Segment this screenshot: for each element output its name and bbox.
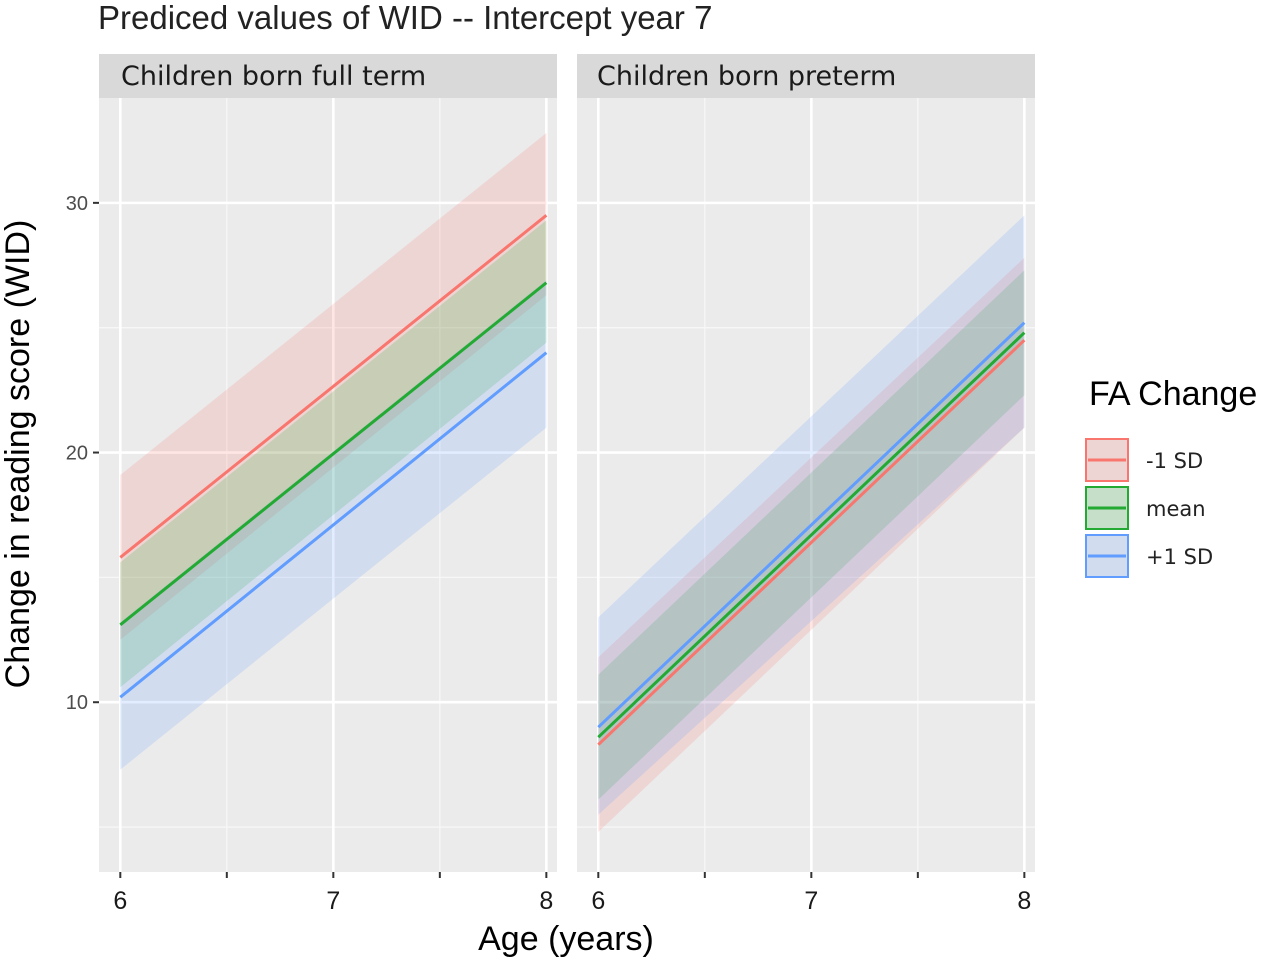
x-tick-label: 7 bbox=[804, 887, 818, 915]
y-axis: 10 20 30 bbox=[66, 193, 99, 714]
x-axes: 6 7 8 6 7 8 bbox=[113, 872, 1031, 915]
legend-label-1sd: -1 SD bbox=[1146, 449, 1203, 473]
line-1sd bbox=[597, 321, 1026, 729]
line-1sd bbox=[119, 214, 548, 559]
y-tick-label: 10 bbox=[66, 692, 88, 714]
x-tick-label: 6 bbox=[591, 887, 605, 915]
strip-label: Children born full term bbox=[121, 61, 426, 92]
line-1sd bbox=[119, 351, 548, 699]
strip-background bbox=[99, 54, 557, 98]
x-tick-label: 6 bbox=[113, 887, 127, 915]
plot-background bbox=[99, 98, 557, 872]
x-tick-label: 8 bbox=[539, 887, 553, 915]
strip-label: Children born preterm bbox=[597, 61, 896, 92]
legend: FA Change -1 SD mean +1 SD bbox=[1085, 375, 1257, 578]
plot-background bbox=[577, 98, 1035, 872]
x-tick-label: 7 bbox=[326, 887, 340, 915]
ribbon-1sd bbox=[598, 215, 1025, 815]
line-mean bbox=[597, 331, 1026, 739]
chart-title: Prediced values of WID -- Intercept year… bbox=[98, 0, 712, 36]
line-1sd bbox=[597, 339, 1026, 746]
legend-label-1sd: +1 SD bbox=[1146, 545, 1213, 569]
legend-title: FA Change bbox=[1089, 375, 1257, 413]
y-tick-label: 20 bbox=[66, 443, 88, 465]
x-axis-title: Age (years) bbox=[478, 920, 654, 958]
ribbon-1sd bbox=[598, 257, 1025, 833]
x-tick-label: 8 bbox=[1017, 887, 1031, 915]
y-axis-title: Change in reading score (WID) bbox=[0, 220, 37, 689]
line-mean bbox=[119, 281, 548, 626]
panel-preterm: Children born preterm bbox=[577, 54, 1035, 872]
panel-full-term: Children born full term bbox=[99, 54, 557, 872]
legend-label-mean: mean bbox=[1146, 497, 1206, 521]
y-tick-label: 30 bbox=[66, 193, 88, 215]
strip-background bbox=[577, 54, 1035, 98]
